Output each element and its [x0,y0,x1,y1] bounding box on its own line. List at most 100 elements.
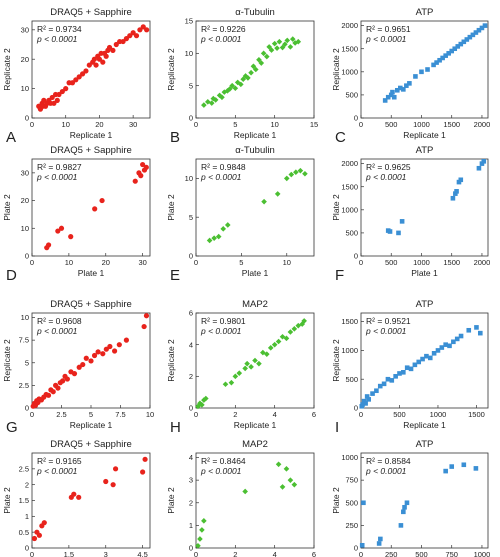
y-tick-label: 4 [189,340,193,349]
data-point [252,66,259,73]
y-tick-label: 1.5 [19,496,29,505]
p-value-annotation: p < 0.0001 [36,326,78,336]
data-point [103,346,109,352]
data-point [232,373,239,380]
data-point [203,395,209,402]
data-point [453,191,458,196]
y-tick-label: 0 [189,404,193,413]
x-tick-label: 0 [30,120,34,129]
x-tick-label: 20 [102,258,110,267]
data-point [236,370,243,376]
data-point [130,30,136,36]
y-tick-label: 7.5 [19,336,29,345]
plot-frame [360,20,489,119]
chart-title: MAP2 [242,439,268,450]
data-point [476,165,482,171]
p-value-annotation: p < 0.0001 [36,34,78,44]
x-tick-label: 0 [194,410,198,419]
data-point [256,360,262,367]
data-point [359,542,365,548]
data-point [45,242,52,248]
y-tick-label: 0 [189,544,193,553]
p-value-annotation: p < 0.0001 [200,326,242,336]
panel-h: MAP2 0 2 4 6 0 2 4 6 Replicate 1 Replicate 2 R² = 0… [166,299,316,436]
data-point [274,45,280,51]
data-point [390,89,395,95]
x-tick-label: 1.5 [64,550,74,557]
panel-letter: I [335,419,339,436]
data-point [478,330,483,336]
data-point [252,357,258,364]
data-point [454,189,459,194]
data-point [244,360,250,367]
y-tick-label: 5 [189,81,193,90]
x-tick-label: 750 [445,550,458,557]
data-point [279,333,286,340]
data-point [276,38,283,45]
x-axis-label: Replicate 1 [234,420,277,430]
data-point [287,477,294,483]
data-point [45,392,52,398]
data-point [282,41,288,48]
chart-title: α-Tubulin [235,145,274,156]
y-tick-label: 750 [345,476,358,485]
y-tick-label: 0 [354,114,358,123]
x-tick-label: 10 [65,258,73,267]
data-point [228,379,235,386]
data-point [55,228,61,234]
y-axis-label: Replicate 2 [2,339,12,382]
data-point [408,366,414,372]
data-point [295,322,302,329]
y-tick-label: 30 [21,168,29,177]
panel-letter: E [170,267,180,284]
y-axis-label: Replicate 2 [2,48,12,91]
data-point [302,170,308,177]
y-tick-label: 2 [189,372,193,381]
y-tick-label: 0 [354,544,358,553]
data-point [141,323,147,330]
y-tick-label: 10 [185,49,193,58]
x-axis-label: Replicate 1 [234,130,277,140]
data-point [446,51,451,56]
data-point [461,462,467,468]
data-point [391,94,397,100]
y-axis-label: Plate 2 [2,194,12,221]
y-tick-label: 2 [189,498,193,507]
data-point [222,381,229,388]
data-point [397,371,402,376]
data-point [385,376,391,382]
data-point [293,169,299,175]
data-point [271,341,278,348]
data-point [443,468,448,474]
data-point [287,329,294,335]
x-tick-label: 250 [385,550,398,557]
chart-title: MAP2 [242,299,268,310]
data-point [297,167,304,174]
data-point [54,97,60,103]
data-point [295,38,302,45]
y-tick-label: 1000 [341,453,358,462]
data-point [393,374,398,379]
y-axis-label: Replicate 2 [331,48,341,91]
plot-frame [31,158,151,257]
r-squared-annotation: R² = 0.8584 [366,456,411,466]
y-tick-label: 10 [21,224,29,233]
x-tick-label: 5 [89,410,93,419]
x-tick-label: 2000 [474,120,491,129]
y-tick-label: 2.5 [19,381,29,390]
data-point [389,378,395,383]
x-tick-label: 0 [194,550,198,557]
x-tick-label: 1000 [413,120,430,129]
p-value-annotation: p < 0.0001 [36,466,78,476]
data-point [205,99,211,105]
data-point [197,400,203,407]
data-point [467,34,473,40]
y-axis-label: Replicate 2 [166,48,176,91]
data-point [110,482,116,488]
data-point [260,50,267,57]
data-point [224,88,231,94]
data-point [283,175,290,182]
x-tick-label: 4 [273,410,277,419]
data-point [96,56,103,62]
